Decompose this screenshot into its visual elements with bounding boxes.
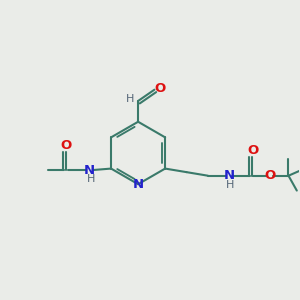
Text: N: N	[84, 164, 95, 177]
Text: H: H	[126, 94, 134, 104]
Text: O: O	[61, 139, 72, 152]
Text: O: O	[155, 82, 166, 95]
Text: H: H	[86, 174, 95, 184]
Text: H: H	[226, 180, 234, 190]
Text: O: O	[264, 169, 276, 182]
Text: N: N	[133, 178, 144, 191]
Text: O: O	[247, 144, 258, 157]
Text: N: N	[224, 169, 235, 182]
